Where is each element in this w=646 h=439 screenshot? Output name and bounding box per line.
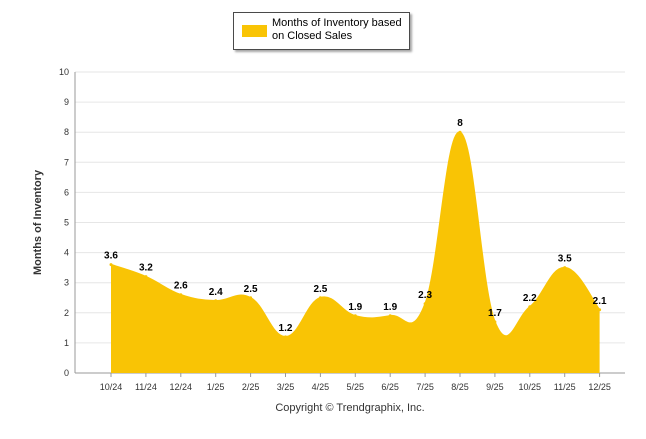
legend-label: Months of Inventory based on Closed Sale… — [272, 17, 402, 42]
x-tick-label: 8/25 — [451, 382, 469, 392]
x-tick-label: 10/24 — [100, 382, 123, 392]
data-point — [598, 308, 602, 312]
data-label: 2.3 — [418, 290, 432, 301]
legend[interactable]: Months of Inventory based on Closed Sale… — [233, 12, 410, 50]
x-tick-label: 3/25 — [277, 382, 295, 392]
data-label: 3.6 — [104, 251, 118, 262]
data-label: 1.7 — [488, 308, 502, 319]
y-tick-label: 6 — [64, 187, 69, 197]
x-tick-label: 9/25 — [486, 382, 504, 392]
series-line — [110, 131, 601, 338]
data-point — [353, 314, 357, 318]
data-label: 3.2 — [139, 263, 153, 274]
y-tick-label: 0 — [64, 368, 69, 378]
y-axis-title: Months of Inventory — [32, 169, 44, 275]
data-label: 2.4 — [209, 287, 223, 298]
x-tick-label: 12/25 — [588, 382, 611, 392]
y-tick-label: 9 — [64, 97, 69, 107]
y-tick-label: 7 — [64, 157, 69, 167]
x-tick-label: 5/25 — [347, 382, 365, 392]
x-tick-label: 11/24 — [135, 382, 157, 392]
data-point — [563, 266, 567, 270]
y-tick-label: 10 — [59, 67, 69, 77]
data-label: 2.2 — [523, 293, 537, 304]
x-tick-label: 1/25 — [207, 382, 225, 392]
data-point — [249, 296, 253, 300]
x-tick-label: 12/24 — [170, 382, 193, 392]
data-point — [284, 335, 287, 339]
data-label: 1.9 — [383, 302, 397, 313]
series-area — [111, 132, 600, 373]
data-label: 2.5 — [244, 284, 258, 295]
data-label: 1.9 — [348, 302, 362, 313]
y-tick-label: 4 — [64, 248, 69, 258]
data-point — [179, 293, 183, 297]
y-tick-label: 8 — [64, 127, 69, 137]
data-label: 3.5 — [558, 254, 572, 265]
y-tick-label: 5 — [64, 218, 69, 228]
copyright-text: Copyright © Trendgraphix, Inc. — [275, 402, 425, 414]
x-tick-label: 4/25 — [312, 382, 330, 392]
data-point — [144, 275, 148, 279]
data-label: 8 — [457, 118, 463, 129]
data-label: 2.6 — [174, 281, 188, 292]
data-point — [423, 302, 427, 306]
data-point — [109, 263, 113, 267]
x-tick-label: 6/25 — [381, 382, 399, 392]
data-label: 2.5 — [313, 284, 327, 295]
data-point — [388, 314, 392, 318]
x-tick-label: 11/25 — [554, 382, 576, 392]
data-point — [493, 320, 497, 324]
legend-swatch — [242, 25, 267, 37]
y-tick-label: 3 — [64, 278, 69, 288]
y-tick-label: 1 — [64, 338, 69, 348]
data-point — [458, 130, 462, 134]
x-tick-label: 10/25 — [519, 382, 542, 392]
data-point — [318, 296, 322, 300]
data-label: 2.1 — [593, 296, 607, 307]
y-tick-label: 2 — [64, 308, 69, 318]
data-label: 1.2 — [279, 323, 293, 334]
data-point — [214, 299, 218, 303]
x-tick-label: 7/25 — [416, 382, 434, 392]
data-point — [528, 305, 532, 309]
x-tick-label: 2/25 — [242, 382, 260, 392]
